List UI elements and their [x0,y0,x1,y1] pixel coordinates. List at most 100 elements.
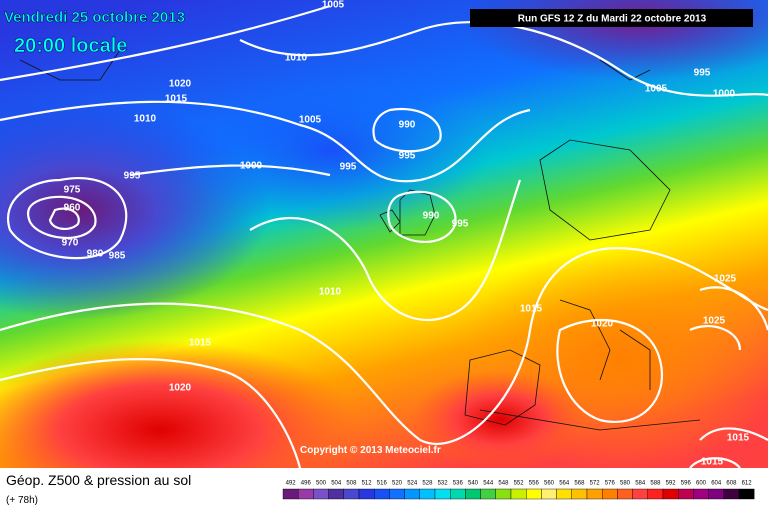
lead-time: (+ 78h) [6,495,38,506]
isobar-label: 995 [452,219,469,230]
isobar-label: 995 [124,171,141,182]
scale-swatch [374,488,390,500]
scale-swatch [678,488,694,500]
scale-swatch [343,488,360,500]
scale-swatch [617,488,633,500]
scale-swatch [358,488,375,500]
scale-swatch [723,488,740,500]
isobar-label: 1010 [134,114,157,125]
scale-swatch [450,488,466,500]
run-info: Run GFS 12 Z du Mardi 22 octobre 2013 [518,14,707,25]
scale-label: 536 [453,481,464,487]
scale-label: 492 [286,481,297,487]
scale-swatch [404,488,421,500]
scale-label: 592 [666,481,677,487]
scale-label: 512 [362,481,373,487]
isobar-label: 1025 [703,316,726,327]
scale-label: 572 [590,481,601,487]
isobar-label: 1015 [701,457,724,468]
scale-label: 612 [742,481,753,487]
scale-label: 564 [559,481,570,487]
isobar-label: 995 [694,68,711,79]
scale-label: 604 [711,481,722,487]
scale-swatch [556,488,572,500]
scale-label: 544 [483,481,494,487]
isobar-label: 970 [62,238,79,249]
scale-swatch [419,488,436,500]
isobar-label: 1005 [299,115,322,126]
scale-swatch [328,488,345,500]
isobar-label: 990 [423,211,440,222]
scale-label: 576 [605,481,616,487]
isobar-label: 1010 [319,287,342,298]
isobar-label: 1020 [591,319,614,330]
isobar-label: 990 [399,120,416,131]
color-scale: 492 496 500 504 508 512 516 520 524 528 532 536 540 5… [282,481,755,500]
scale-swatch [571,488,588,500]
run-box [470,9,753,27]
scale-swatch [510,488,527,500]
scale-label: 608 [726,481,737,487]
isobar-label: 1000 [713,89,736,100]
scale-swatch [738,488,755,500]
isobar-label: 995 [340,162,357,173]
scale-swatch [434,488,451,500]
scale-swatch [495,488,512,500]
scale-swatch [298,488,314,500]
scale-label: 516 [377,481,388,487]
isobar-label: 1005 [322,0,345,11]
scale-label: 556 [529,481,540,487]
isobar-label: 1025 [714,274,737,285]
isobar-label: 995 [399,151,416,162]
isobar-label: 1020 [169,79,192,90]
isobar-label: 1015 [165,94,188,105]
isobar-label: 1020 [169,383,192,394]
scale-label: 504 [331,481,342,487]
scale-label: 596 [681,481,692,487]
isobar-label: 960 [64,203,81,214]
scale-swatch [282,488,299,500]
scale-label: 532 [438,481,449,487]
isobar-label: 1015 [520,304,543,315]
scale-label: 548 [498,481,509,487]
isobar-label: 1010 [285,53,308,64]
scale-swatch [586,488,603,500]
scale-label: 584 [635,481,646,487]
scale-swatch [480,488,497,500]
scale-label: 560 [544,481,555,487]
isobar-label: 1000 [240,161,263,172]
isobar-label: 1005 [645,84,668,95]
scale-swatch [526,488,542,500]
time-title: 20:00 locale [14,35,127,57]
scale-swatch [389,488,405,500]
scale-swatch [602,488,618,500]
scale-label: 500 [316,481,327,487]
scale-label: 528 [422,481,433,487]
scale-label: 588 [650,481,661,487]
isobar-label: 980 [87,249,104,260]
date-title: Vendredi 25 octobre 2013 [4,9,185,26]
isobar-label: 975 [64,185,81,196]
scale-label: 540 [468,481,479,487]
copyright: Copyright © 2013 Meteociel.fr [300,445,441,456]
scale-label: 552 [514,481,525,487]
scale-label: 568 [574,481,585,487]
isobar-label: 985 [109,251,126,262]
scale-swatch [693,488,709,500]
scale-label: 520 [392,481,403,487]
scale-label: 508 [346,481,357,487]
scale-swatch [662,488,679,500]
scale-swatch [632,488,648,500]
scale-label: 600 [696,481,707,487]
scale-swatch [708,488,724,500]
footer-title: Géop. Z500 & pression au sol [6,472,191,488]
scale-swatch [313,488,329,500]
scale-swatch [541,488,557,500]
scale-swatch [465,488,481,500]
scale-swatch [647,488,664,500]
isobar-label: 1015 [727,433,750,444]
scale-label: 524 [407,481,418,487]
